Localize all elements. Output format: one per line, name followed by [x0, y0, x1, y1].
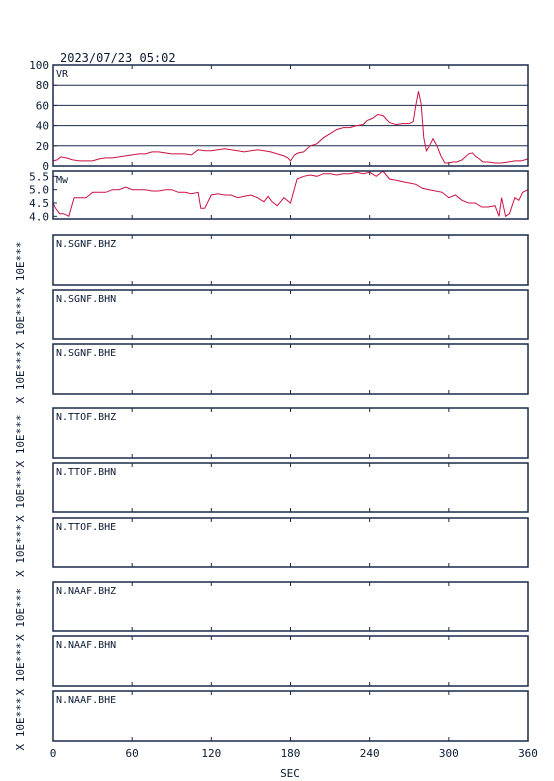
- panel-6: N.TTOF.BHZ X 10E***: [14, 407, 529, 468]
- panel-label: Mw: [56, 175, 69, 186]
- panel-frame: [52, 517, 529, 568]
- panel-frame: [52, 234, 529, 286]
- panel-frame: [52, 635, 529, 687]
- x-tick-label-0: 0: [50, 747, 57, 760]
- panels-group: 0 20 40 60 80 100 VR 4.04.55.05.5 Mw N.SGNF.BHZ X …: [14, 59, 529, 751]
- y-axis-label: X 10E***: [14, 296, 27, 349]
- x-tick-label-6: 360: [518, 747, 538, 760]
- panel-frame: [52, 170, 529, 220]
- y-axis-label: X 10E***: [14, 588, 27, 641]
- y-tick-label-0: 4.0: [29, 210, 49, 223]
- series-line-1: [52, 91, 529, 164]
- panel-frame: [52, 462, 529, 513]
- panel-1: 0 20 40 60 80 100 VR: [29, 59, 529, 173]
- x-tick-label-2: 120: [201, 747, 221, 760]
- panel-frame: [52, 407, 529, 459]
- y-tick-label-3: 5.5: [29, 170, 49, 183]
- y-tick-label-0: 0: [42, 160, 49, 173]
- panel-frame: [52, 581, 529, 632]
- panel-label: N.SGNF.BHN: [56, 294, 116, 305]
- y-tick-label-5: 100: [29, 59, 49, 72]
- panel-10: N.NAAF.BHN X 10E***: [14, 635, 529, 696]
- panel-2: 4.04.55.05.5 Mw: [29, 170, 529, 223]
- panel-frame: [52, 343, 529, 395]
- panel-4: N.SGNF.BHN X 10E***: [14, 289, 529, 349]
- panel-5: N.SGNF.BHE X 10E***: [14, 343, 529, 404]
- panel-label: N.TTOF.BHE: [56, 522, 116, 533]
- y-tick-label-1: 4.5: [29, 197, 49, 210]
- panel-label: N.TTOF.BHN: [56, 467, 116, 478]
- y-axis-label: X 10E***: [14, 242, 27, 295]
- y-axis-label: X 10E***: [14, 351, 27, 404]
- x-axis: 0 60 120 180 240 300 360: [50, 747, 538, 760]
- panel-8: N.TTOF.BHE X 10E***: [14, 517, 529, 577]
- panel-frame: [52, 64, 529, 167]
- y-axis-label: X 10E***: [14, 415, 27, 468]
- y-tick-label-3: 60: [36, 99, 49, 112]
- panel-label: N.SGNF.BHE: [56, 348, 116, 359]
- x-tick-label-5: 300: [439, 747, 459, 760]
- panel-label: VR: [56, 69, 69, 80]
- y-tick-label-1: 20: [36, 140, 49, 153]
- panel-7: N.TTOF.BHN X 10E***: [14, 462, 529, 522]
- y-axis-label: X 10E***: [14, 698, 27, 751]
- x-tick-label-4: 240: [360, 747, 380, 760]
- timestamp-header: 2023/07/23 05:02: [60, 51, 176, 65]
- x-tick-label-3: 180: [281, 747, 301, 760]
- panel-label: N.NAAF.BHE: [56, 695, 116, 706]
- panel-frame: [52, 289, 529, 340]
- panel-label: N.TTOF.BHZ: [56, 412, 116, 423]
- x-tick-label-1: 60: [126, 747, 139, 760]
- y-tick-label-2: 5.0: [29, 184, 49, 197]
- series-line-1: [52, 170, 529, 218]
- panel-label: N.SGNF.BHZ: [56, 239, 116, 250]
- panel-3: N.SGNF.BHZ X 10E***: [14, 234, 529, 295]
- x-axis-label: SEC: [280, 767, 300, 780]
- y-axis-label: X 10E***: [14, 524, 27, 577]
- panel-11: N.NAAF.BHE X 10E***: [14, 690, 529, 751]
- panel-label: N.NAAF.BHN: [56, 640, 116, 651]
- y-tick-label-4: 80: [36, 79, 49, 92]
- y-axis-label: X 10E***: [14, 469, 27, 522]
- y-axis-label: X 10E***: [14, 643, 27, 696]
- y-tick-label-2: 40: [36, 120, 49, 133]
- panel-label: N.NAAF.BHZ: [56, 586, 116, 597]
- panel-frame: [52, 690, 529, 742]
- panel-9: N.NAAF.BHZ X 10E***: [14, 581, 529, 641]
